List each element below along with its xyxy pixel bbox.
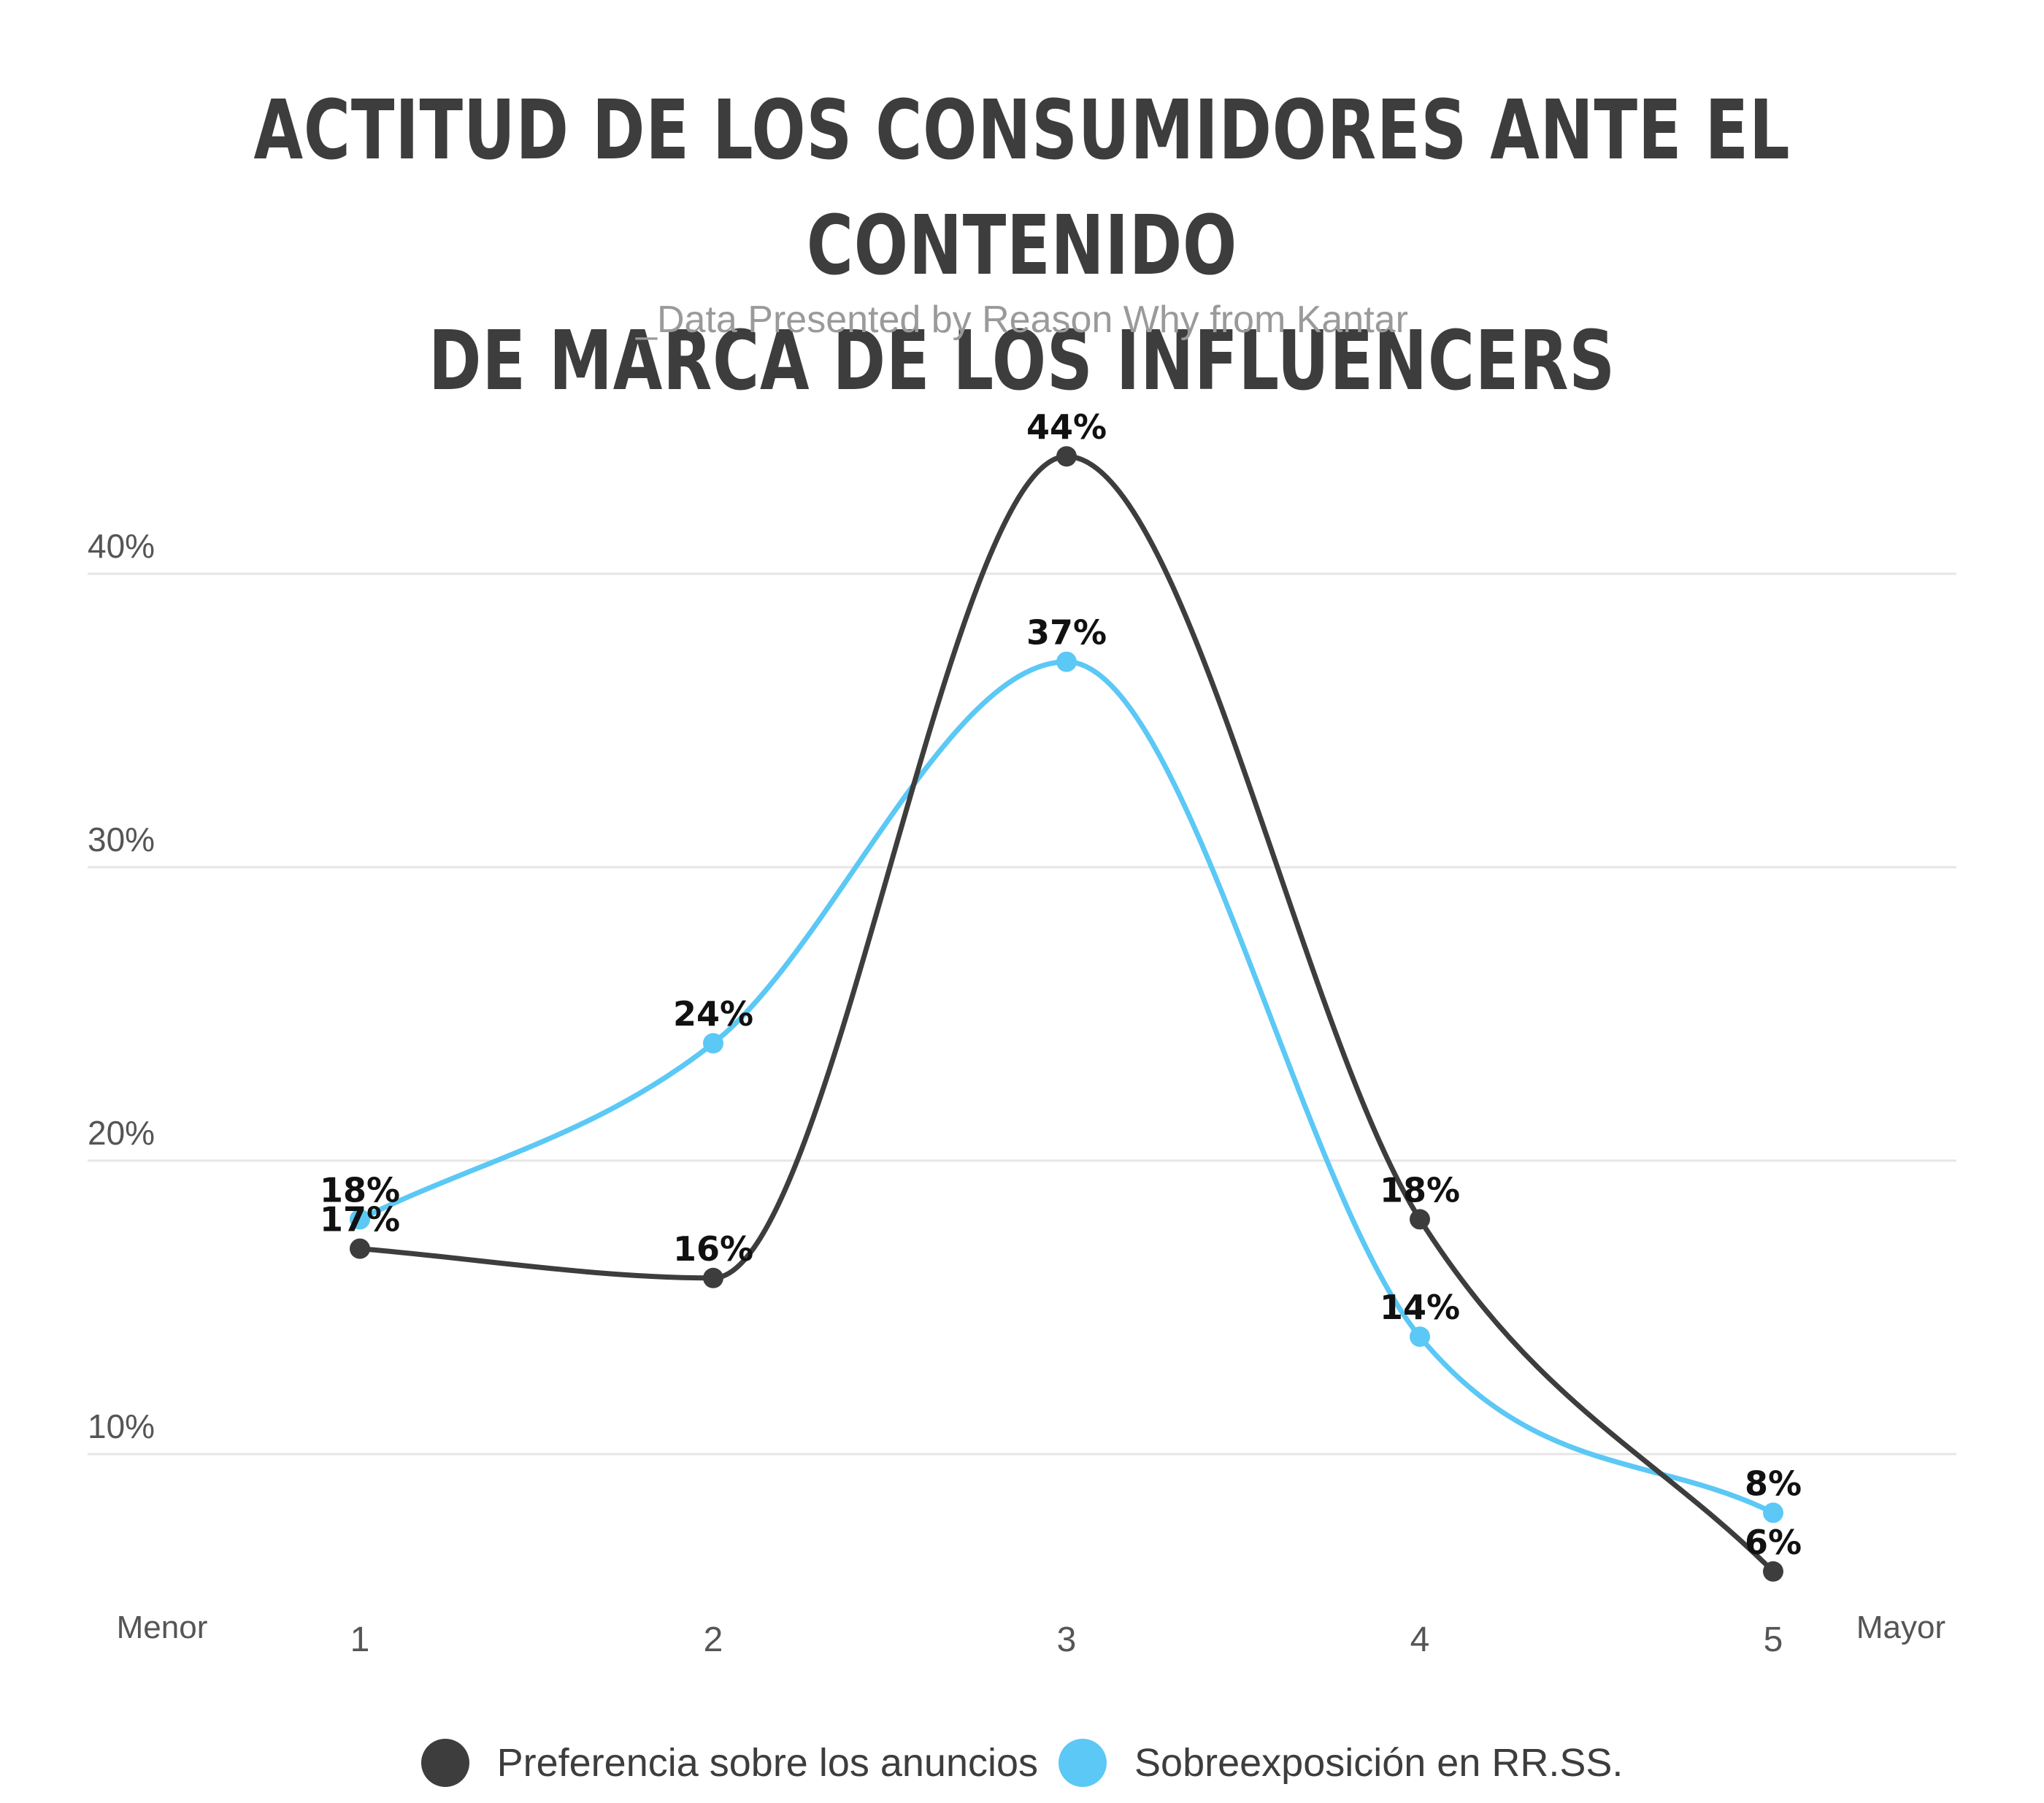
- data-labels: 17% 16% 44% 18% 6% 18% 24% 37% 14% 8%: [320, 407, 1802, 1562]
- legend-item-preferencia: Preferencia sobre los anuncios: [420, 1739, 1039, 1787]
- point-sobreexposicion: [350, 1209, 370, 1230]
- legend-label-preferencia: Preferencia sobre los anuncios: [496, 1741, 1039, 1785]
- data-label-sobreexposicion: 14%: [1380, 1288, 1460, 1327]
- chart-title-line-2: DE MARCA DE LOS INFLUENCERS: [429, 314, 1615, 409]
- series-line-sobreexposicion: [357, 659, 1776, 1515]
- y-tick-label: 40%: [88, 527, 155, 565]
- point-preferencia: [1056, 446, 1077, 467]
- point-preferencia: [350, 1238, 370, 1259]
- point-sobreexposicion: [1410, 1326, 1430, 1348]
- data-label-sobreexposicion: 24%: [673, 994, 753, 1034]
- chart-subtitle: _Data Presented by Reason Why from Kanta…: [636, 299, 1408, 341]
- data-label-sobreexposicion: 37%: [1026, 613, 1107, 653]
- legend-swatch-sobreexposicion: [1058, 1739, 1107, 1787]
- legend-label-sobreexposicion: Sobreexposición en RR.SS.: [1134, 1741, 1624, 1785]
- point-preferencia: [1763, 1561, 1783, 1582]
- y-tick-label: 20%: [88, 1114, 155, 1152]
- legend: Preferencia sobre los anuncios Sobreexpo…: [0, 1723, 2044, 1803]
- x-axis-end-label: Mayor: [1856, 1610, 1945, 1645]
- x-tick-label: 2: [704, 1621, 723, 1659]
- point-preferencia: [703, 1267, 723, 1288]
- series-points: [350, 446, 1783, 1582]
- legend-item-sobreexposicion: Sobreexposición en RR.SS.: [1058, 1739, 1623, 1787]
- y-axis-ticks: 10% 20% 30% 40%: [88, 527, 155, 1445]
- x-axis-ticks: 1 2 3 4 5 Menor Mayor: [117, 1610, 1945, 1659]
- y-tick-label: 30%: [88, 820, 155, 858]
- data-label-preferencia: 17%: [320, 1200, 400, 1239]
- data-label-preferencia: 6%: [1745, 1523, 1802, 1562]
- x-tick-label: 3: [1057, 1621, 1077, 1659]
- y-tick-label: 10%: [88, 1407, 155, 1445]
- data-label-preferencia: 18%: [1380, 1170, 1460, 1210]
- x-axis-start-label: Menor: [117, 1610, 208, 1645]
- legend-swatch-preferencia: [420, 1739, 469, 1787]
- chart-title: ACTITUD DE LOS CONSUMIDORES ANTE EL CONT…: [225, 73, 1819, 419]
- point-sobreexposicion: [703, 1033, 723, 1054]
- chart-title-line-1: ACTITUD DE LOS CONSUMIDORES ANTE EL CONT…: [253, 83, 1791, 293]
- data-label-preferencia: 16%: [673, 1229, 753, 1269]
- point-sobreexposicion: [1056, 651, 1077, 672]
- x-tick-label: 5: [1764, 1621, 1783, 1659]
- x-tick-label: 4: [1410, 1621, 1430, 1659]
- point-sobreexposicion: [1763, 1502, 1783, 1523]
- data-label-preferencia: 44%: [1026, 407, 1107, 447]
- x-tick-label: 1: [350, 1621, 370, 1659]
- point-preferencia: [1410, 1209, 1430, 1230]
- grid-lines: [88, 572, 1956, 1456]
- data-label-sobreexposicion: 18%: [320, 1170, 400, 1210]
- data-label-sobreexposicion: 8%: [1745, 1464, 1802, 1503]
